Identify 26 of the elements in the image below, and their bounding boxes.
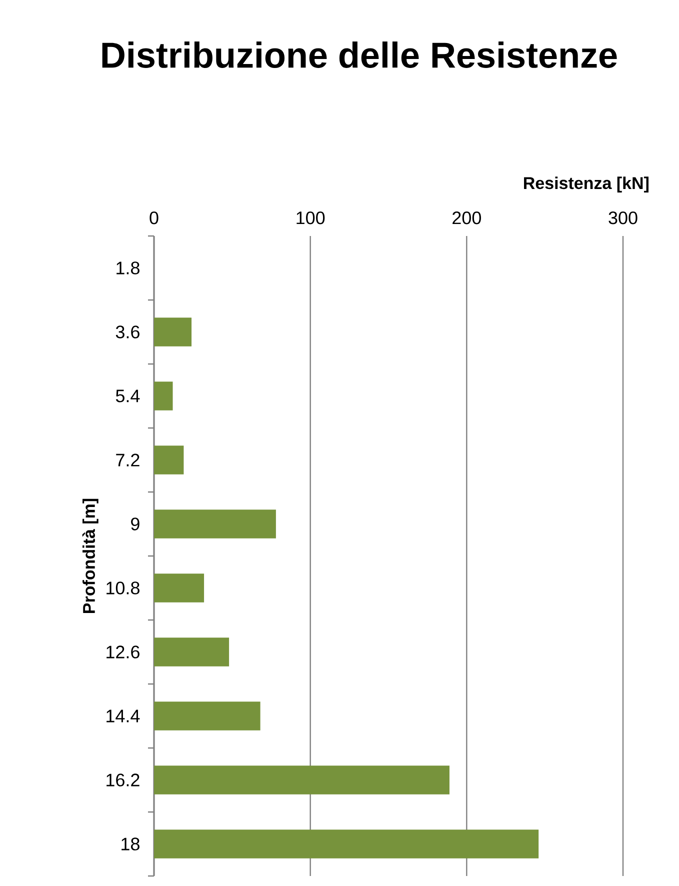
y-axis-title: Profondità [m] bbox=[82, 498, 98, 613]
x-tick-label: 300 bbox=[608, 211, 638, 224]
y-tick-label: 9 bbox=[131, 518, 140, 530]
chart-title: Distribuzione delle Resistenze bbox=[102, 42, 617, 68]
x-tick-label: 200 bbox=[452, 211, 481, 224]
bar bbox=[154, 574, 204, 602]
bar bbox=[154, 318, 192, 346]
bar bbox=[154, 638, 230, 666]
x-tick-label: 0 bbox=[150, 211, 158, 224]
bar bbox=[154, 446, 184, 474]
y-tick-label: 5.4 bbox=[116, 390, 140, 402]
y-tick-label: 16.2 bbox=[106, 774, 140, 786]
y-tick-label: 3.6 bbox=[116, 326, 140, 338]
bar bbox=[154, 382, 173, 410]
y-tick-label: 12.6 bbox=[106, 646, 140, 658]
y-tick-label: 7.2 bbox=[116, 454, 140, 466]
x-tick-label: 100 bbox=[296, 211, 325, 224]
bar bbox=[154, 766, 450, 794]
x-axis-title: Resistenza [kN] bbox=[524, 176, 648, 192]
y-tick-label: 14.4 bbox=[106, 710, 140, 722]
y-tick-label: 10.8 bbox=[106, 582, 140, 594]
bar bbox=[154, 510, 276, 538]
bar bbox=[154, 702, 260, 730]
y-tick-label: 1.8 bbox=[116, 262, 140, 274]
y-tick-label: 18 bbox=[122, 838, 140, 850]
bar bbox=[154, 830, 539, 858]
